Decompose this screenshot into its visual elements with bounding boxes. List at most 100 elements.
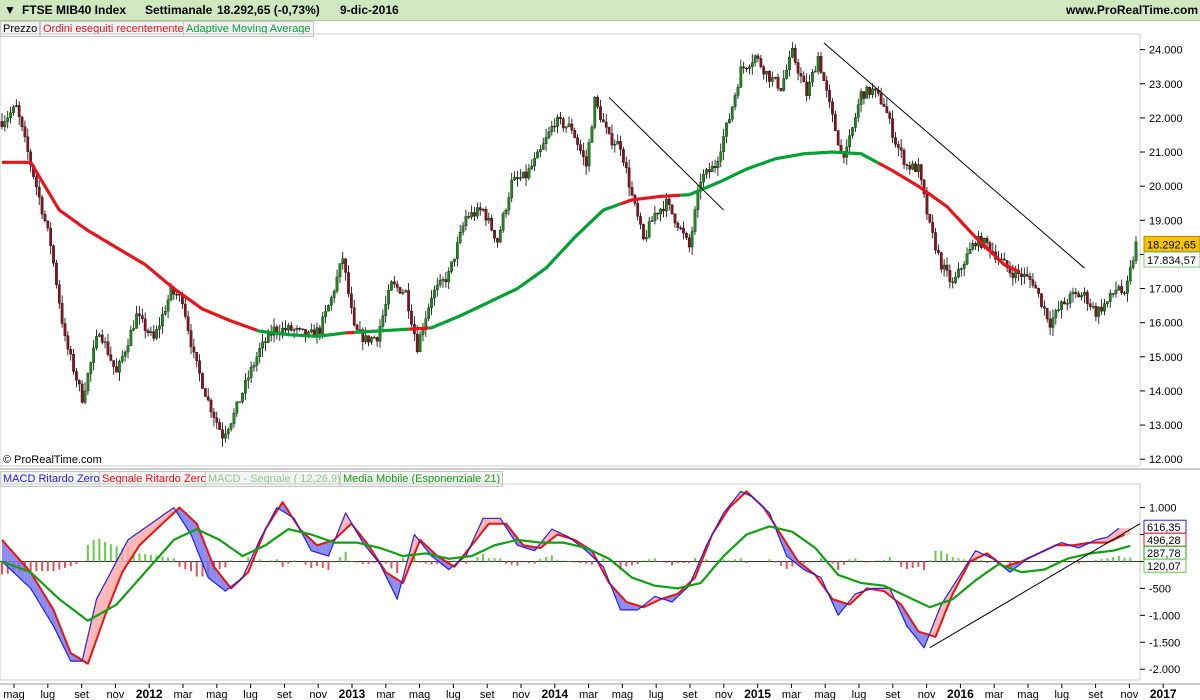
candle-body xyxy=(513,177,516,181)
macd-histogram-bar xyxy=(1,561,3,575)
info-icon[interactable]: ▼ xyxy=(4,3,16,17)
macd-histogram-bar xyxy=(224,561,227,568)
time-tick-label: mag xyxy=(3,689,24,700)
macd-histogram-bar xyxy=(877,560,880,562)
candle-body xyxy=(12,106,15,113)
macd-fill xyxy=(139,529,143,546)
macd-histogram-bar xyxy=(104,542,107,562)
macd-histogram-bar xyxy=(951,557,954,562)
macd-histogram-bar xyxy=(573,561,576,563)
macd-histogram-bar xyxy=(928,560,931,562)
candle-body xyxy=(0,121,4,127)
candle-body xyxy=(1045,308,1049,320)
candle-body xyxy=(965,253,969,265)
candle-body xyxy=(407,290,410,312)
candle-body xyxy=(544,137,548,144)
macd-histogram-bar xyxy=(350,560,353,562)
candle-body xyxy=(1094,306,1098,317)
macd-histogram-bar xyxy=(1112,557,1115,562)
candle-body xyxy=(395,283,399,288)
price-tick-label: 22.000 xyxy=(1149,113,1183,125)
candle-body xyxy=(361,329,365,342)
candle-body xyxy=(770,77,774,82)
candle-body xyxy=(527,168,531,179)
macd-fill xyxy=(93,599,97,648)
candle-body xyxy=(341,258,345,264)
candle-body xyxy=(753,55,757,63)
macd-fill xyxy=(322,542,326,556)
candle-body xyxy=(289,325,293,331)
time-tick-label: mag xyxy=(206,689,227,700)
macd-histogram-bar xyxy=(424,561,427,564)
candle-body xyxy=(66,335,70,350)
candle-body xyxy=(604,121,608,128)
macd-histogram-bar xyxy=(430,561,433,565)
ama-line xyxy=(680,150,880,197)
candle-body xyxy=(957,268,960,278)
candle-body xyxy=(799,73,803,77)
candle-body xyxy=(364,335,368,342)
legend-signal[interactable]: Segnale Ritardo Zero xyxy=(99,471,210,487)
candle-body xyxy=(616,141,620,145)
time-tick-label: 2016 xyxy=(947,687,974,700)
macd-fill xyxy=(491,518,495,524)
candle-body xyxy=(287,325,290,331)
candle-body xyxy=(1011,272,1015,278)
macd-histogram-bar xyxy=(275,559,278,562)
macd-histogram-bar xyxy=(218,561,221,569)
candle-body xyxy=(630,187,634,196)
candle-body xyxy=(533,158,536,167)
macd-fill xyxy=(13,552,17,575)
candle-body xyxy=(241,393,244,402)
macd-histogram-bar xyxy=(115,546,118,562)
candle-body xyxy=(1034,285,1038,289)
candle-body xyxy=(126,345,130,353)
candle-body xyxy=(166,299,170,312)
macd-histogram-bar xyxy=(791,561,794,567)
candle-body xyxy=(785,69,788,79)
macd-histogram-bar xyxy=(854,558,857,562)
candle-body xyxy=(1074,291,1078,294)
candle-body xyxy=(650,220,654,222)
macd-histogram-bar xyxy=(676,561,679,564)
candle-body xyxy=(146,330,150,334)
candle-body xyxy=(1020,273,1023,277)
legend-hist[interactable]: MACD - Segnale ( 12,26,9) xyxy=(205,471,344,487)
macd-tick-label: -500 xyxy=(1149,583,1171,595)
candle-body xyxy=(656,212,660,215)
macd-line xyxy=(1,490,1120,662)
macd-histogram-bar xyxy=(648,559,651,562)
candle-body xyxy=(60,303,64,324)
candle-body xyxy=(1128,267,1132,282)
candle-body xyxy=(779,88,783,91)
candle-body xyxy=(238,401,242,403)
candle-body xyxy=(894,137,897,145)
legend-ama[interactable]: Adaptive Moving Average xyxy=(183,21,314,37)
candle-body xyxy=(435,284,439,291)
candle-body xyxy=(447,271,451,283)
candle-body xyxy=(138,313,141,316)
candle-body xyxy=(748,66,751,69)
candle-body xyxy=(1126,280,1129,294)
legend-macd[interactable]: MACD Ritardo Zero xyxy=(0,471,103,487)
macd-histogram-bar xyxy=(52,561,55,572)
candle-body xyxy=(561,118,565,129)
candle-body xyxy=(1083,291,1086,296)
candle-body xyxy=(811,72,814,83)
candle-body xyxy=(742,66,746,69)
macd-histogram-bar xyxy=(384,561,387,564)
candle-body xyxy=(759,58,763,67)
macd-histogram-bar xyxy=(722,559,725,562)
macd-histogram-bar xyxy=(81,561,84,562)
legend-ema[interactable]: Media Mobile (Esponenziale 21) xyxy=(340,471,504,487)
macd-histogram-bar xyxy=(499,558,502,562)
candle-body xyxy=(888,112,892,119)
macd-histogram-bar xyxy=(327,561,330,571)
site-name: www.ProRealTime.com xyxy=(1066,3,1199,17)
candle-body xyxy=(925,193,929,215)
candle-body xyxy=(301,328,305,330)
macd-fill xyxy=(110,566,114,601)
legend-price[interactable]: Prezzo xyxy=(0,21,41,37)
macd-histogram-bar xyxy=(550,555,553,562)
